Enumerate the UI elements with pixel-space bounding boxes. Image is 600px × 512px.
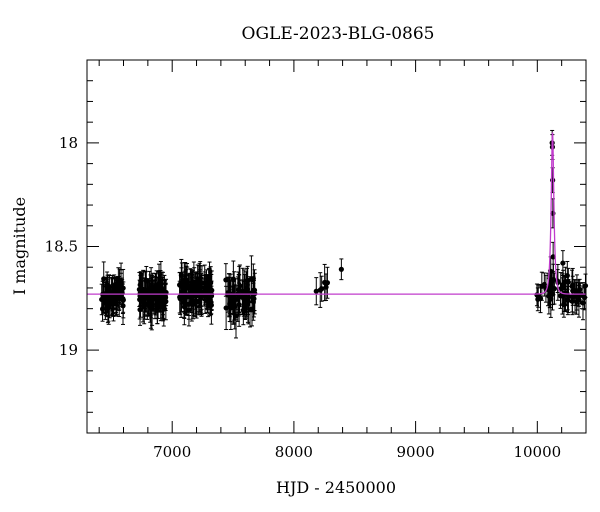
data-point (99, 297, 104, 302)
data-point (251, 296, 256, 301)
data-point (534, 292, 539, 297)
data-point (160, 293, 165, 298)
y-tick-label: 18 (59, 134, 78, 152)
data-point (550, 178, 555, 183)
data-point (156, 281, 161, 286)
data-point (146, 295, 151, 300)
axis-ticks: 7000 8000 9000 10000 18 18.5 19 (45, 60, 586, 461)
data-point (318, 287, 323, 292)
x-tick-label: 8000 (275, 443, 313, 461)
data-point (569, 284, 574, 289)
data-point (224, 305, 229, 310)
data-point (323, 285, 328, 290)
data-point (230, 298, 235, 303)
data-point (155, 304, 160, 309)
data-point (570, 288, 575, 293)
data-point (121, 298, 126, 303)
x-tick-label: 7000 (153, 443, 191, 461)
x-tick-label: 10000 (513, 443, 561, 461)
x-tick-label: 9000 (397, 443, 435, 461)
y-axis-label: I magnitude (10, 197, 29, 295)
data-point (149, 286, 154, 291)
data-point (138, 288, 143, 293)
data-point (236, 287, 241, 292)
data-point (114, 288, 119, 293)
plot-frame (87, 60, 586, 433)
data-point (576, 291, 581, 296)
data-point (339, 267, 344, 272)
x-axis-label: HJD - 2450000 (276, 478, 396, 497)
chart-title: OGLE-2023-BLG-0865 (242, 24, 435, 44)
data-point (160, 287, 165, 292)
data-point (204, 286, 209, 291)
data-point (561, 285, 566, 290)
y-tick-label: 19 (59, 341, 78, 359)
data-point (565, 273, 570, 278)
data-point (560, 260, 565, 265)
data-point (109, 290, 114, 295)
model-curve (87, 133, 586, 295)
data-point (177, 283, 182, 288)
data-point (550, 286, 555, 291)
data-point (138, 282, 143, 287)
data-point (181, 293, 186, 298)
data-point (245, 277, 250, 282)
data-point (566, 279, 571, 284)
data-point (150, 296, 155, 301)
data-point (208, 280, 213, 285)
data-point (565, 298, 570, 303)
y-tick-label: 18.5 (45, 238, 78, 256)
data-point (190, 284, 195, 289)
data-marks (87, 130, 588, 337)
